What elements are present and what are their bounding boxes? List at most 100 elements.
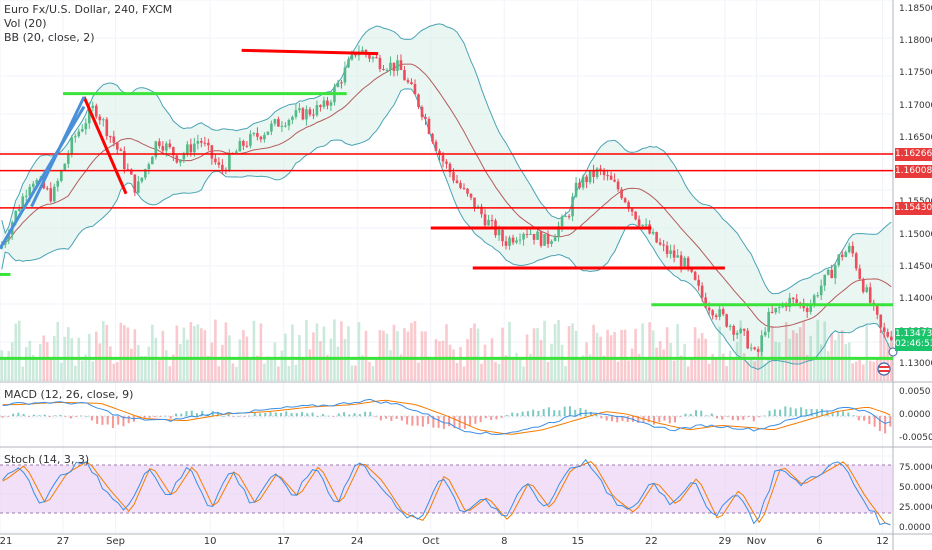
date-tick-label: 6 xyxy=(816,536,823,547)
volume-bar xyxy=(35,359,39,381)
candle-body xyxy=(567,216,571,218)
candle-body xyxy=(609,175,613,180)
candle-body xyxy=(746,330,749,349)
volume-bar xyxy=(546,361,550,381)
candle-body xyxy=(683,257,686,267)
price-tag: 1.16008 xyxy=(895,164,932,178)
volume-bar xyxy=(802,320,805,381)
volume-bar xyxy=(31,355,35,381)
volume-bar xyxy=(406,331,410,381)
macd-hist-bar xyxy=(369,411,372,417)
volume-bar xyxy=(480,363,483,381)
macd-hist-bar xyxy=(652,416,655,425)
macd-hist-bar xyxy=(43,414,46,417)
macd-hist-bar xyxy=(789,407,792,417)
macd-hist-bar xyxy=(285,411,288,417)
volume-bar xyxy=(606,329,609,381)
candle-body xyxy=(417,94,420,107)
volume-bar xyxy=(445,324,448,381)
macd-hist-bar xyxy=(6,416,9,417)
volume-bar xyxy=(196,324,200,381)
candle-body xyxy=(322,100,326,107)
candle-body xyxy=(80,129,84,132)
candle-body xyxy=(17,208,21,211)
macd-hist-bar xyxy=(463,416,466,429)
stoch-tick-label: 50.0000 xyxy=(899,483,932,493)
macd-hist-bar xyxy=(411,416,414,426)
volume-bar xyxy=(487,359,490,381)
blue-trend-line xyxy=(30,96,86,208)
candle-body xyxy=(753,347,756,350)
macd-hist-bar xyxy=(316,416,319,417)
volume-bar xyxy=(66,327,70,381)
macd-hist-bar xyxy=(59,414,62,417)
candle-body xyxy=(112,136,116,143)
candle-body xyxy=(158,141,161,147)
volume-bar xyxy=(798,327,802,381)
candle-body xyxy=(119,149,123,151)
volume-bar xyxy=(448,344,452,381)
volume-bar xyxy=(252,320,256,381)
macd-hist-bar xyxy=(290,413,293,417)
volume-bar xyxy=(648,322,651,381)
volume-bar xyxy=(193,326,196,381)
volume-bar xyxy=(347,326,350,381)
macd-line xyxy=(2,398,891,436)
candle-body xyxy=(571,196,574,217)
macd-hist-bar xyxy=(726,416,729,417)
candle-body xyxy=(175,155,179,163)
candle-body xyxy=(501,229,504,242)
candle-body xyxy=(452,172,455,181)
volume-bar xyxy=(518,357,522,381)
volume-bar xyxy=(45,342,49,381)
volume-bar xyxy=(714,358,718,381)
flag-icon xyxy=(877,347,898,376)
volume-bar xyxy=(102,321,105,381)
macd-hist-bar xyxy=(427,416,430,425)
volume-bar xyxy=(791,330,795,381)
volume-bar xyxy=(452,349,455,381)
macd-hist-bar xyxy=(558,410,561,417)
volume-bar xyxy=(483,344,487,381)
flag-icon-circle xyxy=(877,362,891,376)
volume-bar xyxy=(578,360,581,381)
date-tick-label: Sep xyxy=(106,536,125,547)
volume-bar xyxy=(861,364,865,381)
macd-hist-bar xyxy=(495,416,498,420)
volume-bar xyxy=(886,343,890,381)
candle-body xyxy=(140,177,144,182)
symbol-title: Euro Fx/U.S. Dollar, 240, FXCM xyxy=(4,3,173,16)
candle-body xyxy=(763,331,767,336)
candle-body xyxy=(868,287,872,303)
macd-hist-bar xyxy=(395,416,398,419)
volume-bar xyxy=(420,331,424,381)
volume-bar xyxy=(732,360,735,381)
candle-body xyxy=(441,155,445,162)
volume-bar xyxy=(686,366,690,381)
macd-hist-bar xyxy=(826,411,829,417)
candle-body xyxy=(665,245,669,254)
candle-body xyxy=(483,214,487,226)
candle-body xyxy=(851,245,855,254)
candle-body xyxy=(774,307,777,313)
macd-hist-bar xyxy=(190,410,193,417)
volume-bar xyxy=(189,322,193,381)
candle-body xyxy=(641,224,644,226)
volume-bar xyxy=(95,331,98,381)
volume-bar xyxy=(623,329,627,381)
volume-bar xyxy=(259,323,263,381)
volume-bar xyxy=(410,322,413,381)
candle-body xyxy=(249,134,252,146)
volume-bar xyxy=(735,341,739,381)
volume-bar xyxy=(399,354,403,381)
macd-hist-bar xyxy=(511,412,514,417)
macd-hist-bar xyxy=(201,410,204,417)
candle-body xyxy=(823,274,827,286)
candle-body xyxy=(861,278,865,292)
candle-body xyxy=(238,140,242,152)
candle-body xyxy=(52,186,56,202)
candle-body xyxy=(809,304,813,312)
volume-bar xyxy=(165,350,168,381)
